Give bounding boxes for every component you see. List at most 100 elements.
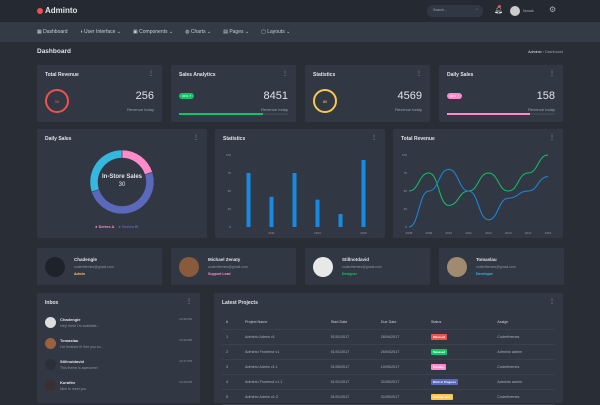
nav-dashboard[interactable]: ▦ Dashboard <box>37 29 68 35</box>
x-tick-label: 2014 <box>525 231 532 235</box>
more-icon[interactable]: ⋮ <box>193 135 199 141</box>
statistics-chart-card: Statistics ⋮ 0 25 50 75 100 2011 2013 2015 <box>215 129 385 238</box>
avatar <box>447 256 467 277</box>
nav-user-interface[interactable]: ◑ User Interface ⌄ <box>79 29 122 35</box>
legend-series-a: ● Series A <box>95 224 115 229</box>
more-icon[interactable]: ⋮ <box>416 71 422 77</box>
user-card[interactable]: Tomaslau coderthemes@gmail.com Developer <box>439 248 564 285</box>
column-header: Project Name <box>241 315 327 330</box>
status-badge: Released <box>430 348 448 355</box>
nav-components[interactable]: ▣ Components ⌄ <box>133 29 174 35</box>
nav-layouts[interactable]: ▢ Layouts ⌄ <box>261 29 291 35</box>
user-email: coderthemes@gmail.com <box>208 265 248 269</box>
trend-badge: 32% ↗ <box>447 93 463 99</box>
table-row[interactable]: 4 Adminto Frontend v1.1 01/01/2017 31/05/20… <box>222 374 555 390</box>
inbox-message[interactable]: Tomaslau I've finished it! See you so... 1… <box>45 338 192 349</box>
user-name: Michael Zenaty <box>208 257 241 262</box>
table-cell: 01/01/2017 <box>326 389 377 405</box>
user-role: Support Lead <box>208 272 231 276</box>
table-cell: 4 <box>222 374 242 390</box>
table-cell: Adminto Admin v1.3 <box>241 389 327 405</box>
more-icon[interactable]: ⋮ <box>549 299 555 305</box>
total-revenue-chart-card: Total Revenue ⋮ 0 25 50 75 100 2008 2009 2010 201… <box>393 129 563 238</box>
more-icon[interactable]: ⋮ <box>371 135 377 141</box>
x-tick-label: 2008 <box>406 231 413 235</box>
status-badge: Released <box>430 333 448 340</box>
table-cell: Adminto Frontend v1.1 <box>241 374 327 390</box>
x-tick-label: 2015 <box>545 231 552 235</box>
nav-pages[interactable]: ▤ Pages ⌄ <box>223 29 250 35</box>
y-tick-label: 0 <box>229 225 231 229</box>
table-cell: 1 <box>222 329 242 345</box>
user-role: Developer <box>476 272 493 276</box>
logo-icon <box>37 7 43 14</box>
search-input[interactable]: Search... ⌕ <box>427 5 483 17</box>
inbox-message[interactable]: Kurafire Nice to meet you 12:20 PM <box>45 380 192 391</box>
status-badge: Work in Progress <box>430 378 458 385</box>
avatar <box>45 317 56 328</box>
avatar <box>313 256 333 277</box>
more-icon[interactable]: ⋮ <box>148 71 154 77</box>
bar-2010 <box>246 173 251 227</box>
more-icon[interactable]: ⋮ <box>186 299 192 305</box>
more-icon[interactable]: ⋮ <box>549 135 555 141</box>
table-row[interactable]: 3 Adminto Admin v1.1 01/05/2017 10/05/2017 P… <box>222 359 555 375</box>
x-tick-label: 2009 <box>426 231 433 235</box>
latest-projects-card: Latest Projects ⋮ # Project Name Start Date… <box>214 293 563 405</box>
main-nav: ▦ Dashboard ◑ User Interface ⌄ ▣ Compone… <box>0 22 600 42</box>
bar-2014 <box>338 214 343 227</box>
gear-icon[interactable]: ⚙ <box>549 5 557 14</box>
user-email: coderthemes@gmail.com <box>74 265 114 269</box>
line-chart: 0 25 50 75 100 2008 2009 2010 2011 2012 2013 2014 20… <box>402 153 552 235</box>
message-time: 13:34 PM <box>179 338 192 342</box>
inbox-message[interactable]: Chadengle Hey! there I'm available... 13:4… <box>45 317 192 328</box>
table-cell: 26/04/2017 <box>376 329 427 345</box>
user-card[interactable]: Michael Zenaty coderthemes@gmail.com Suppo… <box>171 248 296 285</box>
x-tick-label: 2010 <box>445 231 452 235</box>
more-icon[interactable]: ⋮ <box>549 71 555 77</box>
avatar[interactable] <box>510 6 520 16</box>
table-cell: 01/01/2017 <box>326 344 377 360</box>
table-cell: 2 <box>222 344 242 360</box>
more-icon[interactable]: ⋮ <box>282 71 288 77</box>
bar-chart: 0 25 50 75 100 2011 2013 2015 <box>226 153 367 235</box>
donut-slice-series-a <box>121 149 153 175</box>
bar-2015 <box>361 160 366 227</box>
bar-2011 <box>269 196 274 227</box>
x-tick-label: 2011 <box>465 231 472 235</box>
avatar <box>179 256 199 277</box>
legend: ● Series A ● Series B <box>95 224 138 229</box>
table-cell: Adminto Frontend v1 <box>241 344 327 360</box>
logo[interactable]: Adminto <box>37 6 77 15</box>
user-role: Admin <box>74 272 85 276</box>
user-card[interactable]: Stillnotdavid coderthemes@gmail.com Design… <box>305 248 430 285</box>
table-cell: Adminto admin <box>493 374 555 390</box>
table-row[interactable]: 5 Adminto Admin v1.3 01/01/2017 31/05/2017 C… <box>222 389 555 405</box>
legend-series-b: ● Series B <box>118 224 138 229</box>
nav-charts[interactable]: ◍ Charts ⌄ <box>185 29 212 35</box>
stat-card-daily-sales: Daily Sales ⋮ 32% ↗ 158 Revenue today <box>439 65 563 122</box>
status-badge: Pending <box>430 363 446 370</box>
notification-badge <box>498 5 501 8</box>
x-tick-label: 2013 <box>505 231 512 235</box>
user-email: coderthemes@gmail.com <box>476 265 516 269</box>
user-card[interactable]: Chadengle coderthemes@gmail.com Admin <box>37 248 162 285</box>
bell-icon[interactable]: 🔔︎ <box>494 7 503 14</box>
column-header: Due Date <box>376 315 427 330</box>
column-header: # <box>222 315 242 330</box>
table-row[interactable]: 2 Adminto Frontend v1 01/01/2017 26/04/2017… <box>222 344 555 360</box>
table-cell: 31/05/2017 <box>376 374 427 390</box>
user-menu[interactable]: Nowak <box>523 9 534 13</box>
message-time: 13:17 PM <box>179 359 192 363</box>
status-badge: Coming soon <box>430 393 453 400</box>
progress-bar <box>179 113 288 115</box>
x-tick-label: 2015 <box>360 231 367 235</box>
stat-card-total-revenue: Total Revenue ⋮ 58 256 Revenue today <box>37 65 162 122</box>
table-row[interactable]: 1 Adminto Admin v1 01/01/2017 26/04/2017 Rel… <box>222 329 555 345</box>
user-email: coderthemes@gmail.com <box>342 265 382 269</box>
table-cell: 3 <box>222 359 242 375</box>
message-time: 13:40 PM <box>179 317 192 321</box>
progress-ring: 58 <box>45 89 69 113</box>
inbox-message[interactable]: Stillnotdavid This theme is awesome! 13:17… <box>45 359 192 370</box>
user-role: Designer <box>342 272 357 276</box>
